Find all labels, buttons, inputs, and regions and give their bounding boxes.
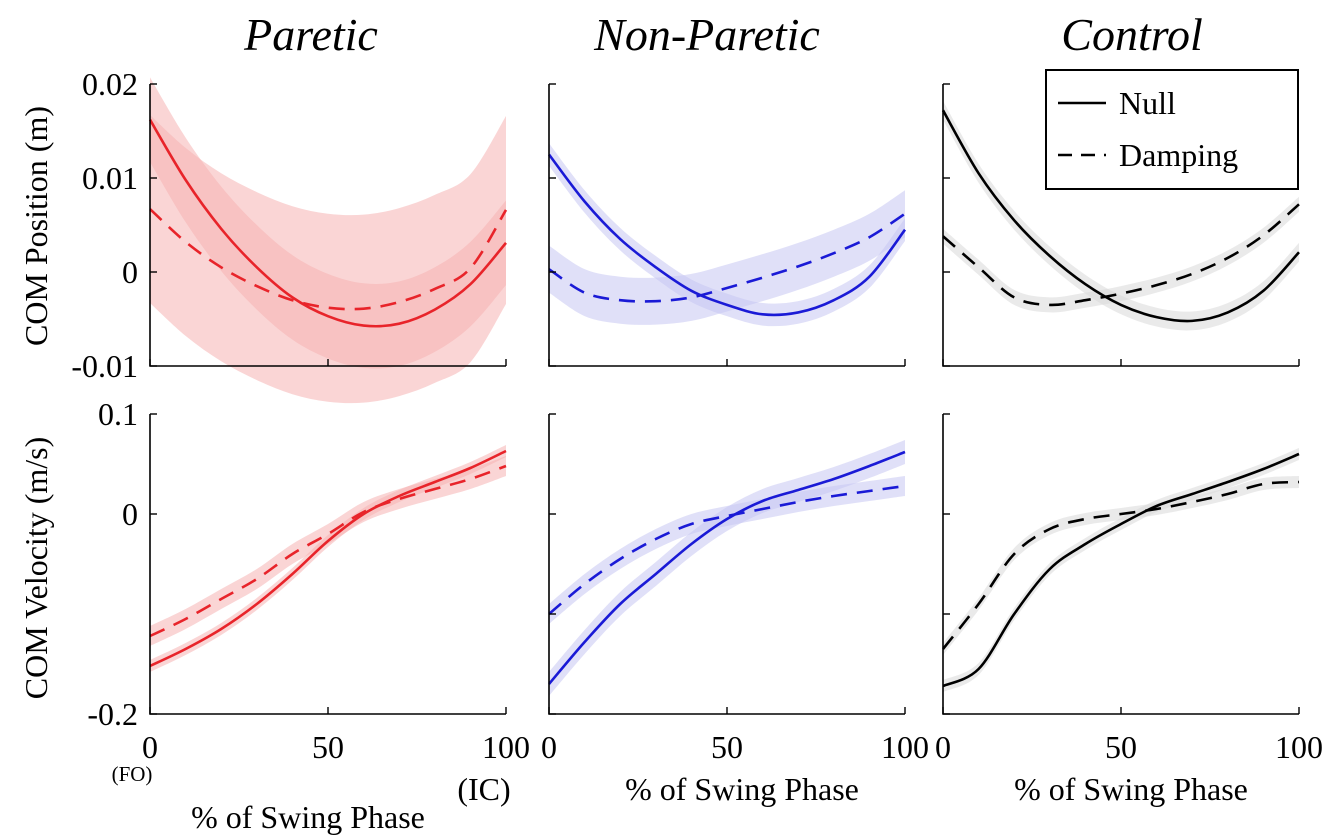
x-tick-label: 0	[142, 729, 158, 765]
series-line-damping	[941, 480, 1300, 650]
x-axis-label-paretic: % of Swing Phase	[191, 799, 425, 835]
band-damping	[549, 476, 905, 624]
series-line-null	[148, 119, 507, 328]
x-tick-label: 50	[711, 729, 743, 765]
x-tick-label: 0	[935, 729, 951, 765]
series-line-null	[548, 450, 906, 685]
y-tick-label: 0.1	[98, 396, 138, 432]
y-tick-label: 0.01	[82, 160, 138, 196]
row-label-position: COM Position (m)	[18, 106, 54, 346]
band-damping	[549, 190, 905, 325]
panel-6: 0 50 100	[935, 413, 1323, 765]
band-damping	[150, 456, 506, 646]
panel-title: Control	[1061, 9, 1202, 60]
y-tick-label: -0.01	[71, 348, 138, 384]
legend-box	[1045, 69, 1299, 190]
band-damping	[943, 476, 1299, 655]
series-line-damping	[548, 212, 906, 303]
band-null	[549, 143, 905, 327]
x-tick-label: 100	[482, 729, 530, 765]
series-line-null	[941, 109, 1300, 323]
panel-4: -0.200.10 50 100	[87, 396, 530, 765]
x-tick-label: 50	[312, 729, 344, 765]
axes	[942, 414, 1299, 715]
x-tick-label: 100	[881, 729, 929, 765]
y-tick-label: -0.2	[87, 696, 138, 732]
panel-title: Non-Paretic	[593, 9, 820, 60]
band-damping	[150, 115, 506, 404]
x-axis-label-non-paretic: % of Swing Phase	[625, 771, 859, 807]
panel-5: 0 50 100	[541, 413, 929, 765]
y-tick-label: 0	[122, 254, 138, 290]
series-line-damping	[149, 208, 508, 311]
x-tick-label: 50	[1105, 729, 1137, 765]
y-tick-label: 0	[122, 496, 138, 532]
legend-damping-label: Damping	[1119, 137, 1238, 173]
x-axis-label-control: % of Swing Phase	[1014, 771, 1248, 807]
band-null	[150, 445, 506, 672]
x-tick-label: 0	[541, 729, 557, 765]
panel-title: Paretic	[243, 9, 378, 60]
series-line-null	[942, 452, 1300, 688]
legend-null-label: Null	[1119, 85, 1176, 121]
panel-3: Control	[941, 9, 1300, 367]
series-line-damping	[548, 484, 906, 615]
axes	[149, 414, 506, 715]
x-start-label: (FO)	[112, 762, 153, 786]
legend: Null Damping	[1045, 69, 1299, 190]
band-damping	[943, 196, 1299, 313]
x-end-label: (IC)	[457, 771, 510, 807]
series-line-damping	[942, 203, 1300, 307]
y-tick-label: 0.02	[82, 66, 138, 102]
series-line-null	[547, 153, 907, 317]
panel-1: Paretic -0.01 0 0.01 0.02	[71, 9, 508, 404]
x-tick-label: 100	[1275, 729, 1323, 765]
series-line-null	[149, 449, 507, 668]
panel-2: Non-Paretic	[547, 9, 907, 367]
panels: Paretic -0.01 0 0.01 0.02 Non-Paretic Control -…	[71, 9, 1323, 765]
row-label-velocity: COM Velocity (m/s)	[18, 437, 54, 700]
band-null	[943, 100, 1299, 331]
